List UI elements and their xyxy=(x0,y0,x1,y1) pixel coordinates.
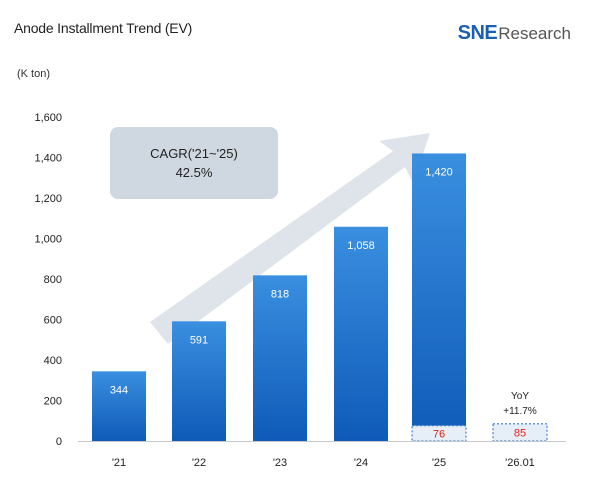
x-tick-label: '23 xyxy=(273,457,287,469)
bar xyxy=(92,371,146,441)
bar xyxy=(334,226,388,441)
bar-value-label: 1,420 xyxy=(425,166,453,178)
monthly-marker xyxy=(492,423,548,442)
y-tick-label: 1,400 xyxy=(34,153,62,165)
logo-brand: SNE xyxy=(457,22,498,44)
y-tick-label: 400 xyxy=(44,355,62,367)
x-tick-label: '21 xyxy=(112,457,126,469)
bar-value-label: 591 xyxy=(190,334,208,346)
y-tick-label: 800 xyxy=(44,274,62,286)
bars: 344 591 818 1,058 1,420 xyxy=(92,153,466,441)
y-tick-label: 0 xyxy=(56,436,62,448)
cagr-callout: CAGR('21~'25) 42.5% xyxy=(110,127,278,199)
x-tick-label: '24 xyxy=(354,457,368,469)
cagr-box xyxy=(110,127,278,199)
unit-label: (K ton) xyxy=(17,68,51,80)
y-tick-label: 200 xyxy=(44,396,62,408)
bar-value-label: 344 xyxy=(110,384,128,396)
growth-arrow-shape xyxy=(150,133,430,344)
yoy-label: YoY xyxy=(511,391,529,402)
x-tick-label: '26.01 xyxy=(505,457,535,469)
cagr-value: 42.5% xyxy=(176,165,213,180)
yoy-annotation: YoY +11.7% xyxy=(503,391,537,417)
x-axis: '21 '22 '23 '24 '25 '26.01 xyxy=(78,441,566,469)
cagr-label: CAGR('21~'25) xyxy=(150,146,238,161)
logo-suffix: Research xyxy=(498,24,571,43)
y-tick-label: 600 xyxy=(44,315,62,327)
x-tick-label: '25 xyxy=(432,457,446,469)
bar xyxy=(412,153,466,441)
monthly-markers: 76 85 xyxy=(411,423,548,442)
y-tick-label: 1,200 xyxy=(34,193,62,205)
y-tick-label: 1,600 xyxy=(34,112,62,124)
sne-research-logo: SNE Research xyxy=(458,22,571,45)
bar xyxy=(172,321,226,441)
bar xyxy=(253,275,307,441)
yoy-value: +11.7% xyxy=(503,406,537,417)
monthly-marker-label: 85 xyxy=(514,427,526,439)
chart-title: Anode Installment Trend (EV) xyxy=(14,20,193,36)
y-tick-label: 1,000 xyxy=(34,234,62,246)
monthly-marker-label: 76 xyxy=(433,428,445,440)
y-axis: 0 200 400 600 800 1,000 1,200 1,400 1,600 xyxy=(34,112,62,448)
bar-value-label: 1,058 xyxy=(347,240,375,252)
bar-value-label: 818 xyxy=(271,288,289,300)
x-tick-label: '22 xyxy=(192,457,206,469)
growth-arrow xyxy=(150,133,430,344)
